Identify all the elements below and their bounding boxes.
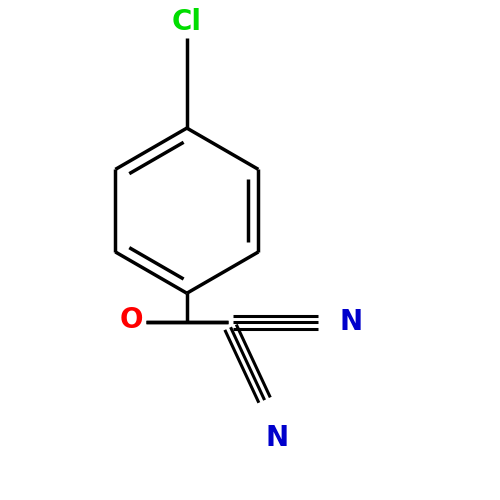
Text: Cl: Cl	[172, 8, 202, 36]
Text: N: N	[265, 424, 288, 452]
Text: O: O	[120, 306, 143, 334]
Text: N: N	[340, 308, 363, 336]
